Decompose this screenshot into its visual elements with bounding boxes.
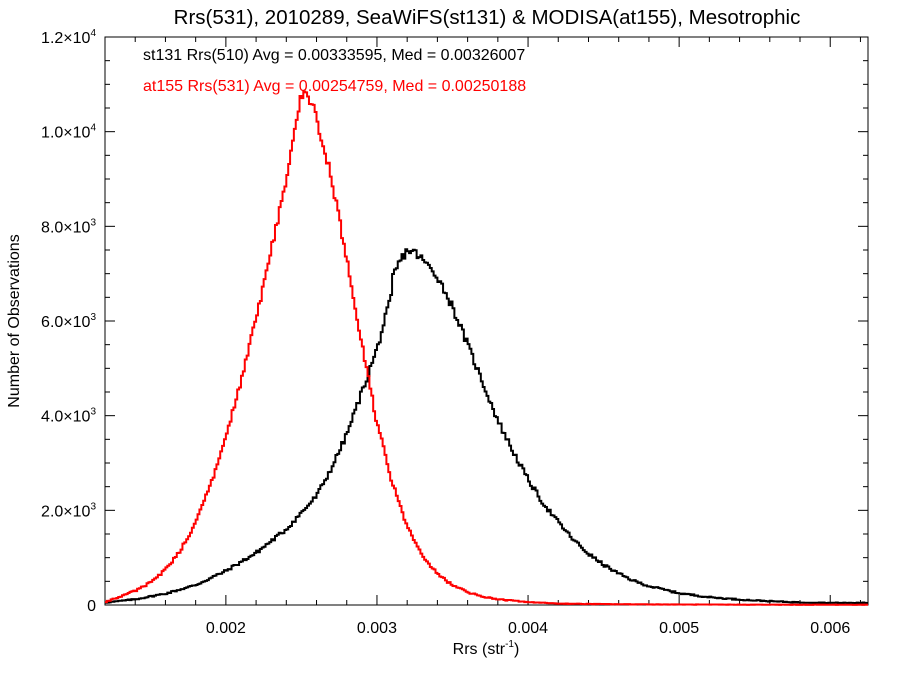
plot-frame: [104, 36, 869, 606]
series-line-st131: [105, 248, 868, 605]
chart-title: Rrs(531), 2010289, SeaWiFS(st131) & MODI…: [174, 6, 801, 29]
y-axis: 0 2.0×103 4.0×103 6.0×103 8.0×103 1.0×104 1.2×…: [41, 28, 868, 615]
y-tick-label: 2.0×103: [41, 501, 96, 520]
series-layer: [105, 90, 868, 606]
legend-entry-st131: st131 Rrs(510) Avg = 0.00333595, Med = 0…: [143, 47, 525, 64]
x-tick-label: 0.006: [810, 620, 850, 637]
y-axis-label: Number of Observations: [6, 234, 23, 407]
y-tick-label: 6.0×103: [41, 312, 96, 331]
legend-entry-at155: at155 Rrs(531) Avg = 0.00254759, Med = 0…: [143, 78, 526, 95]
x-tick-label: 0.004: [508, 620, 548, 637]
x-axis-label: Rrs (str-1): [453, 639, 520, 658]
x-tick-label: 0.005: [659, 620, 699, 637]
y-tick-label: 4.0×103: [41, 407, 96, 426]
y-tick-label: 0: [87, 598, 96, 615]
y-tick-label: 8.0×103: [41, 217, 96, 236]
series-line-at155: [105, 90, 868, 606]
y-tick-label: 1.0×104: [41, 123, 96, 142]
y-tick-label: 1.2×104: [41, 28, 96, 47]
x-axis: 0.002 0.003 0.004 0.005 0.006: [104, 37, 861, 637]
x-tick-label: 0.003: [357, 620, 397, 637]
x-tick-label: 0.002: [206, 620, 246, 637]
